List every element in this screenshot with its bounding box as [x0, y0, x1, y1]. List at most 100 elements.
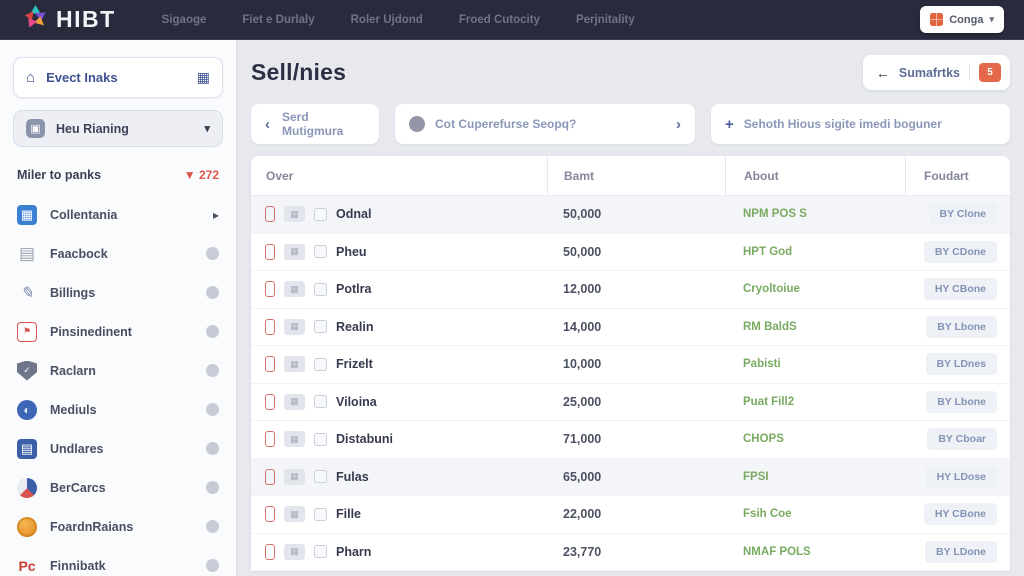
nav-item-4[interactable]: Froed Cutocity	[458, 13, 540, 26]
sidebar-item[interactable]: ◐ Mediuls	[0, 390, 236, 429]
brand-logo[interactable]: HIBT	[22, 4, 116, 36]
table-row[interactable]: ▦ Realin 14,000 RM BaldS BY Lbone	[251, 309, 1010, 346]
row-action-button[interactable]: HY LDose	[925, 465, 997, 488]
table-row[interactable]: ▦ Viloina 25,000 Puat Fill2 BY Lbone	[251, 384, 1010, 421]
sidebar-item-status-icon	[206, 559, 219, 572]
table-row[interactable]: ▦ Fulas 65,000 FPSI HY LDose	[251, 458, 1010, 496]
pen-icon: ✎	[20, 284, 34, 302]
row-about: CHOPS	[743, 433, 784, 446]
sidebar-item[interactable]: ▤ Faacbock	[0, 234, 236, 273]
row-amount: 71,000	[563, 432, 602, 447]
phone-icon	[265, 243, 275, 260]
row-amount: 22,000	[563, 507, 602, 522]
sidebar-item[interactable]: Pc Finnibatk	[0, 546, 236, 576]
row-action-button[interactable]: BY Lbone	[926, 315, 997, 338]
sidebar-item[interactable]: ✎ Billings	[0, 273, 236, 312]
nav-item-2[interactable]: Fiet e Durlaly	[242, 13, 315, 26]
sidebar-item-status-icon	[206, 481, 219, 494]
checkbox-icon[interactable]	[314, 282, 327, 296]
row-about: Cryoltoiue	[743, 283, 800, 296]
row-action-button[interactable]: BY Lbone	[926, 390, 997, 413]
row-action-cell: BY Lbone	[905, 315, 1010, 338]
filter-to-banks-row[interactable]: Miler to panks ▼ 272	[17, 168, 219, 182]
checkbox-icon[interactable]	[314, 207, 327, 221]
sidebar-item-label: Undlares	[50, 441, 104, 456]
row-amount: 10,000	[563, 357, 602, 372]
row-action-cell: BY Cboar	[905, 428, 1010, 451]
sidebar-item-status-icon	[206, 286, 219, 299]
row-action-button[interactable]: BY LDone	[925, 540, 997, 563]
summaries-button[interactable]: ← Sumafrtks 5	[862, 55, 1010, 90]
event-links-button[interactable]: ⌂ Evect Inaks ▦	[13, 57, 223, 98]
table-row[interactable]: ▦ Pharn 23,770 NMAF POLS BY LDone	[251, 534, 1010, 571]
chevron-down-icon: ▾	[989, 14, 994, 24]
row-name: Distabuni	[336, 432, 393, 447]
now-running-dropdown[interactable]: ▣ Heu Rianing ▾	[13, 110, 223, 147]
chevron-right-icon: ›	[676, 115, 681, 133]
prev-filter-button[interactable]: ‹ Serd Mutigmura	[251, 104, 379, 144]
row-about-cell: Fsih Coe	[725, 508, 905, 520]
row-name: Fulas	[336, 469, 369, 484]
column-header-over[interactable]: Over	[266, 168, 294, 183]
nav-item-1[interactable]: Sigaoge	[161, 13, 207, 26]
table-row[interactable]: ▦ Pheu 50,000 HPT God BY CDone	[251, 234, 1010, 271]
row-action-button[interactable]: BY Cboar	[927, 428, 997, 451]
row-action-cell: HY CBone	[905, 503, 1010, 526]
row-about-cell: CHOPS	[725, 433, 905, 445]
table-row[interactable]: ▦ Fille 22,000 Fsih Coe HY CBone	[251, 496, 1010, 534]
sidebar-item[interactable]: ▤ Undlares	[0, 429, 236, 468]
row-action-button[interactable]: BY LDnes	[925, 353, 997, 376]
column-header-foudart[interactable]: Foudart	[905, 156, 1010, 195]
checkbox-icon[interactable]	[314, 395, 327, 409]
plus-icon: +	[725, 115, 734, 133]
row-over-cell: ▦ Viloina	[251, 393, 547, 410]
row-over-cell: ▦ Odnal	[251, 206, 547, 223]
row-amount-cell: 23,770	[547, 545, 725, 559]
nav-item-5[interactable]: Perjnitality	[575, 13, 635, 26]
sidebar-item[interactable]: BerCarcs	[0, 468, 236, 507]
row-amount: 50,000	[563, 244, 602, 259]
sidebar-item[interactable]: ⚑ Pinsinedinent	[0, 312, 236, 351]
row-amount-cell: 65,000	[547, 470, 725, 484]
sidebar-item-label: FoardnRaians	[50, 519, 134, 534]
sidebar-item[interactable]: ✓ Raclarn	[0, 351, 236, 390]
column-header-bamt[interactable]: Bamt	[547, 156, 725, 195]
nav-item-3[interactable]: Roler Ujdond	[350, 13, 423, 26]
row-amount: 12,000	[563, 282, 602, 297]
row-over-cell: ▦ Realin	[251, 318, 547, 335]
table-row[interactable]: ▦ Frizelt 10,000 Pabisti BY LDnes	[251, 346, 1010, 384]
phone-icon	[265, 281, 275, 298]
category-filter-button[interactable]: Cot Cuperefurse Seopq? ›	[395, 104, 695, 144]
filter-toolbar: ‹ Serd Mutigmura Cot Cuperefurse Seopq? …	[251, 104, 1010, 144]
language-selector-button[interactable]: Conga ▾	[920, 6, 1004, 33]
sidebar-item[interactable]: FoardnRaians	[0, 507, 236, 546]
checkbox-icon[interactable]	[314, 245, 327, 259]
row-name: Odnal	[336, 207, 372, 222]
row-about: NPM POS S	[743, 208, 807, 221]
row-action-button[interactable]: HY CBone	[923, 278, 997, 301]
sidebar-item-label: BerCarcs	[50, 480, 106, 495]
sidebar-item[interactable]: ▦ Collentania	[0, 195, 236, 234]
row-action-button[interactable]: BY CDone	[923, 240, 997, 263]
thumbnail-icon: ▦	[284, 243, 305, 260]
checkbox-icon[interactable]	[314, 545, 327, 559]
checkbox-icon[interactable]	[314, 432, 327, 446]
add-item-button[interactable]: + Sehoth Hious sigite imedi boguner	[711, 104, 1010, 144]
row-about-cell: NPM POS S	[725, 208, 905, 220]
table-row[interactable]: ▦ Odnal 50,000 NPM POS S BY Clone	[251, 196, 1010, 234]
checkbox-icon[interactable]	[314, 357, 327, 371]
row-about: Puat Fill2	[743, 395, 795, 408]
row-amount-cell: 22,000	[547, 507, 725, 521]
checkbox-icon[interactable]	[314, 320, 327, 334]
table-row[interactable]: ▦ Potlra 12,000 Cryoltoiue HY CBone	[251, 271, 1010, 309]
table-row[interactable]: ▦ Distabuni 71,000 CHOPS BY Cboar	[251, 421, 1010, 459]
sidebar-item-label: Billings	[50, 285, 96, 300]
main-header: Sell/nies ← Sumafrtks 5	[251, 55, 1010, 90]
column-header-about[interactable]: About	[725, 156, 905, 195]
row-action-button[interactable]: BY Clone	[928, 203, 997, 226]
language-label: Conga	[949, 13, 984, 26]
checkbox-icon[interactable]	[314, 507, 327, 521]
sidebar-item-status-icon	[213, 206, 219, 224]
checkbox-icon[interactable]	[314, 470, 327, 484]
row-action-button[interactable]: HY CBone	[923, 503, 997, 526]
